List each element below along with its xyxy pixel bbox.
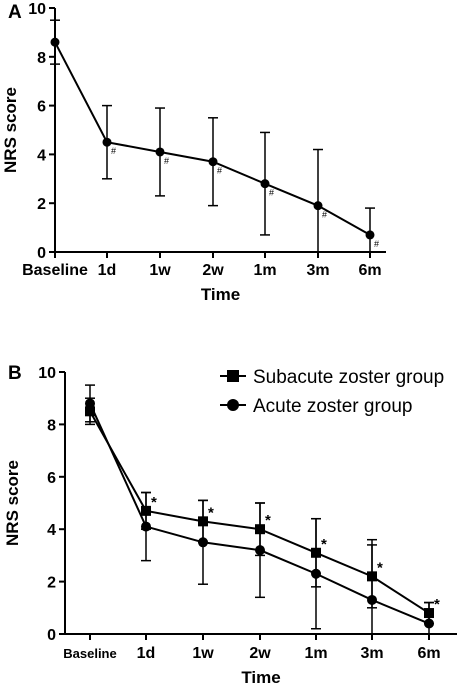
x-tick-label: Baseline	[63, 646, 116, 661]
y-tick-label: 8	[37, 50, 46, 67]
data-point-circle	[260, 179, 270, 189]
significance-marker: #	[164, 156, 169, 166]
panel-b: B 0 2 4 6 8 10 Baseline 1d 1w 2w 1m 3m 6m Time NRS scor…	[3, 363, 457, 687]
data-point-circle	[102, 137, 112, 147]
x-tick-label: 3m	[306, 262, 329, 279]
x-tick-label: 1d	[98, 262, 117, 279]
data-point-circle	[208, 157, 218, 167]
panel-label-a: A	[8, 2, 22, 23]
y-tick-label: 4	[37, 147, 46, 164]
y-tick-label: 6	[37, 99, 46, 116]
data-point-circle	[365, 230, 375, 240]
panel-label-b: B	[8, 363, 22, 384]
x-tick-label: 1d	[137, 645, 156, 662]
x-tick-label: 3m	[360, 645, 383, 662]
y-tick-label: 2	[37, 196, 46, 213]
data-point-circle	[141, 521, 151, 532]
x-tick-label: 1w	[192, 645, 214, 662]
data-point-circle	[155, 147, 165, 157]
y-axis-title: NRS score	[3, 460, 22, 546]
x-tick-label: 2w	[202, 262, 224, 279]
y-tick-label: 0	[47, 627, 56, 644]
y-tick-label: 6	[47, 470, 56, 487]
x-tick-label: 1m	[304, 645, 327, 662]
x-tick-label: 6m	[358, 262, 381, 279]
data-point-circle	[424, 618, 434, 629]
data-point-circle	[85, 398, 95, 409]
significance-marker: #	[374, 239, 379, 249]
significance-marker: #	[322, 210, 327, 220]
panel-a: A 0 2 4 6 8 10 Baseline 1d 1w 2w 1m 3m 6m Time NRS scor…	[1, 1, 386, 304]
significance-marker: #	[269, 188, 274, 198]
series-a-1: # # # # # #	[50, 19, 379, 252]
significance-marker: *	[208, 504, 214, 521]
significance-marker: *	[151, 494, 157, 511]
x-tick-label: Baseline	[22, 262, 88, 279]
data-point-circle	[198, 537, 208, 548]
data-point-circle	[367, 594, 377, 605]
y-tick-label: 8	[47, 417, 56, 434]
legend-label: Acute zoster group	[253, 396, 412, 417]
x-tick-label: 2w	[249, 645, 271, 662]
data-point-circle	[50, 37, 60, 47]
data-point-circle	[255, 545, 265, 556]
legend: Subacute zoster group Acute zoster group	[220, 367, 444, 417]
significance-marker: *	[265, 512, 271, 529]
significance-marker: #	[217, 166, 222, 176]
data-point-circle	[311, 568, 321, 579]
x-tick-label: 6m	[417, 645, 440, 662]
significance-marker: #	[111, 146, 116, 156]
y-tick-label: 10	[28, 1, 46, 18]
y-tick-label: 10	[38, 365, 56, 382]
y-tick-label: 0	[37, 245, 46, 262]
significance-marker: *	[377, 559, 383, 576]
x-axis-title: Time	[201, 285, 240, 304]
legend-label: Subacute zoster group	[253, 367, 444, 388]
x-tick-label: 1w	[149, 262, 171, 279]
significance-marker: *	[434, 596, 440, 613]
series-b-2	[85, 384, 434, 634]
x-tick-label: 1m	[253, 262, 276, 279]
data-point-circle	[313, 201, 323, 211]
significance-marker: *	[321, 536, 327, 553]
y-axis-title: NRS score	[1, 87, 20, 173]
y-tick-label: 2	[47, 575, 56, 592]
y-tick-label: 4	[47, 522, 56, 539]
x-axis-title: Time	[241, 668, 280, 687]
